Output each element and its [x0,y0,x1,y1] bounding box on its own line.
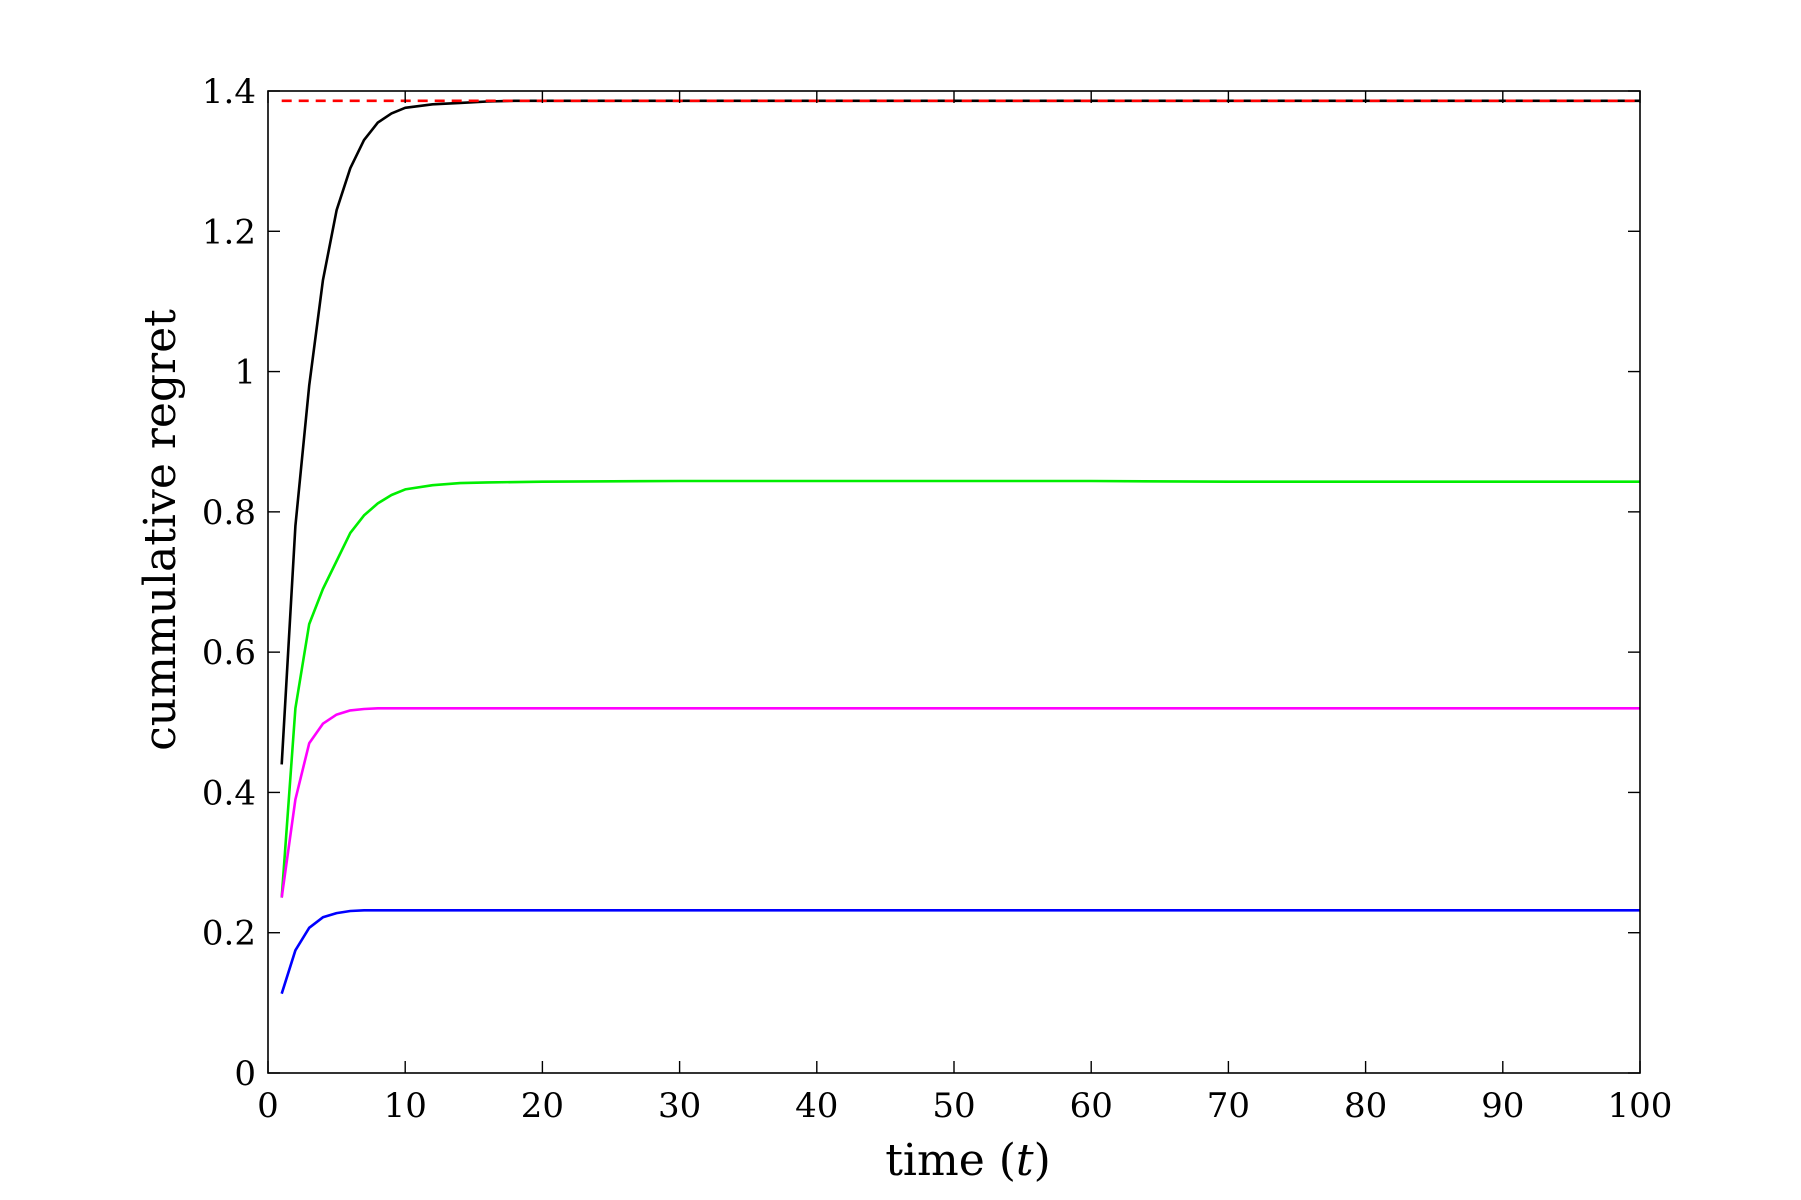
y-axis-label: cummulative regret [135,309,186,751]
x-axis-label-variable: t [1016,1135,1034,1186]
y-tick-label: 0 [234,1054,256,1094]
x-tick-label: 30 [658,1086,701,1126]
series-line-3 [280,706,1640,898]
x-tick-label: 60 [1070,1086,1113,1126]
x-tick-label: 100 [1608,1086,1673,1126]
x-axis-label: time (t) [885,1135,1051,1186]
tick-layer [267,90,1641,1074]
x-tick-label: 0 [257,1086,279,1126]
x-tick-label: 50 [932,1086,975,1126]
x-axis-label-main: time [885,1135,985,1186]
tick-label-layer: 0 10 20 30 40 50 60 70 80 90 100 0 0.2 0.4 0.6 0.8 1 1.2 1… [202,72,1673,1126]
y-tick-label: 1.4 [202,72,256,112]
y-tick-label: 0.8 [202,493,256,533]
series-line-2 [280,479,1640,898]
x-tick-label: 20 [521,1086,564,1126]
x-tick-label: 90 [1481,1086,1524,1126]
x-tick-label: 40 [795,1086,838,1126]
series-layer [280,99,1640,995]
y-tick-label: 0.4 [202,773,256,813]
x-tick-label: 80 [1344,1086,1387,1126]
y-tick-label: 0.6 [202,633,256,673]
series-line-4 [280,908,1640,995]
y-tick-label: 1 [234,353,256,393]
y-tick-label: 0.2 [202,914,256,954]
x-tick-label: 70 [1207,1086,1250,1126]
y-tick-label: 1.2 [202,212,256,252]
x-tick-label: 10 [384,1086,427,1126]
